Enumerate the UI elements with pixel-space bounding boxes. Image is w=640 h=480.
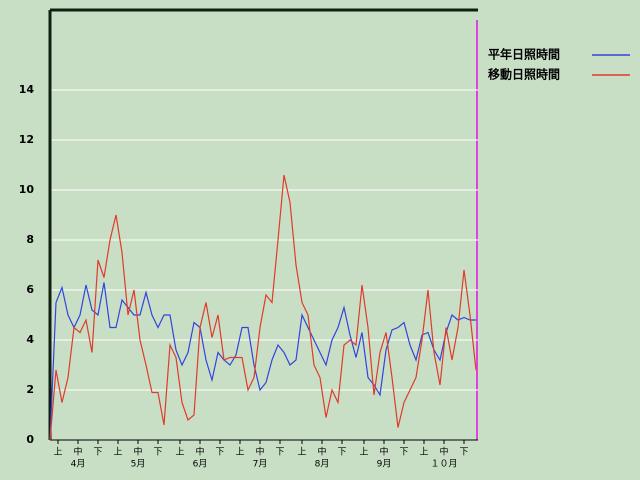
- x-tick-label: 中: [195, 446, 204, 458]
- y-tick-label: 14: [19, 83, 35, 96]
- legend-label: 平年日照時間: [488, 47, 560, 62]
- month-label: 7月: [253, 459, 268, 470]
- y-tick-label: 10: [19, 183, 35, 196]
- x-tick-label: 上: [175, 447, 184, 458]
- month-label: １０月: [430, 459, 457, 470]
- x-tick-label: 下: [337, 448, 346, 458]
- x-tick-label: 下: [215, 448, 224, 458]
- x-tick-label: 中: [439, 446, 448, 458]
- month-label: 6月: [193, 459, 208, 470]
- month-label: 9月: [377, 459, 392, 470]
- x-tick-label: 中: [73, 446, 82, 458]
- y-tick-label: 4: [26, 333, 34, 346]
- x-tick-label: 上: [113, 447, 122, 458]
- y-tick-label: 8: [26, 233, 34, 246]
- y-tick-label: 12: [19, 133, 34, 146]
- y-tick-label: 0: [26, 433, 34, 446]
- x-tick-label: 下: [153, 448, 162, 458]
- x-tick-label: 上: [53, 447, 62, 458]
- month-label: 8月: [315, 459, 330, 470]
- x-tick-label: 上: [419, 447, 428, 458]
- x-tick-label: 上: [359, 447, 368, 458]
- x-tick-label: 上: [297, 447, 306, 458]
- x-tick-label: 中: [317, 446, 326, 458]
- series-line: [49, 282, 476, 441]
- month-label: 4月: [71, 459, 86, 470]
- x-tick-label: 下: [459, 448, 468, 458]
- x-tick-label: 上: [235, 447, 244, 458]
- y-tick-label: 2: [26, 383, 34, 396]
- x-tick-label: 中: [379, 446, 388, 458]
- series-line: [49, 174, 477, 441]
- month-label: 5月: [131, 459, 146, 470]
- x-tick-label: 下: [275, 448, 284, 458]
- x-tick-label: 下: [399, 448, 408, 458]
- x-tick-label: 中: [133, 446, 142, 458]
- legend-label: 移動日照時間: [488, 67, 560, 82]
- x-tick-label: 中: [255, 446, 264, 458]
- y-tick-label: 6: [26, 283, 34, 296]
- x-tick-label: 下: [93, 448, 102, 458]
